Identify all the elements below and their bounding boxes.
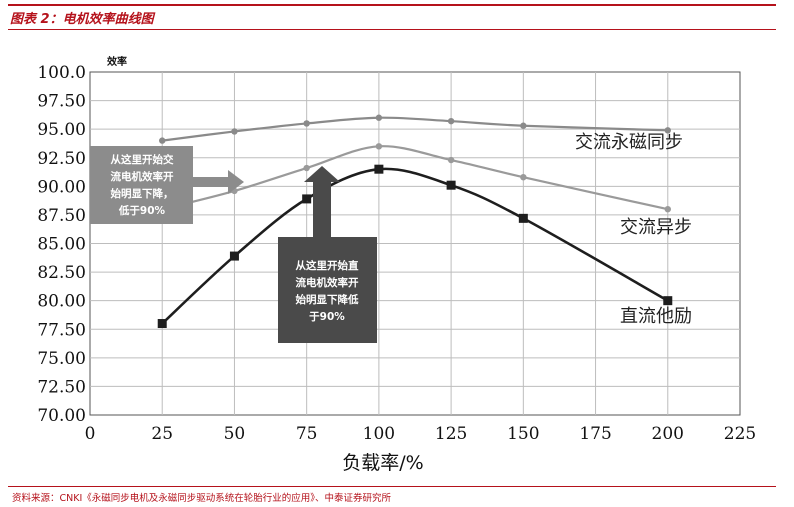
x-tick-label: 125 [435, 424, 467, 444]
series-group [157, 114, 673, 329]
series-point-2 [229, 251, 239, 261]
series-point-1 [447, 156, 455, 164]
top-rule [8, 4, 776, 6]
series-point-0 [231, 128, 238, 135]
figure-caption: 图表 2：电机效率曲线图 [10, 12, 154, 27]
series-label-ac-pm: 交流永磁同步 [575, 132, 683, 153]
y-tick-label: 77.50 [37, 320, 86, 340]
series-point-0 [664, 127, 671, 134]
y-tick-label: 82.50 [37, 263, 86, 283]
series-label-ac-async: 交流异步 [620, 217, 692, 238]
caption-rule [8, 29, 776, 30]
series-point-1 [303, 164, 310, 172]
y-tick-label: 97.50 [37, 92, 86, 112]
source-note: 资料来源：CNKI《永磁同步电机及永磁同步驱动系统在轮胎行业的应用》、中泰证券研… [12, 493, 392, 504]
series-point-1 [664, 206, 671, 213]
annotation-dc-line-4: 于90% [309, 311, 345, 323]
footer-rule [8, 486, 776, 487]
y-tick-label: 95.00 [37, 120, 86, 140]
x-tick-label: 150 [507, 424, 539, 444]
y-tick-label: 80.00 [37, 292, 86, 312]
y-tick-label: 100.0 [37, 63, 86, 83]
series-point-2 [302, 194, 312, 204]
series-point-2 [446, 180, 456, 190]
annotation-dc-line-3: 始明显下降低 [296, 293, 359, 306]
series-point-2 [157, 319, 167, 329]
annotation-dc-arrow [304, 166, 340, 237]
series-point-0 [159, 137, 166, 144]
series-point-1 [520, 173, 527, 181]
x-tick-label: 200 [652, 424, 684, 444]
x-tick-label: 0 [85, 424, 96, 444]
y-tick-label: 72.50 [37, 377, 86, 397]
series-point-0 [375, 114, 383, 121]
annotation-ac-line-2: 流电机效率开 [111, 170, 174, 183]
series-label-dc: 直流他励 [620, 306, 692, 327]
y-tick-label: 92.50 [37, 149, 86, 169]
series-point-0 [303, 120, 310, 127]
y-tick-label: 90.00 [37, 177, 86, 197]
x-tick-label: 225 [724, 424, 756, 444]
y-tick-labels: 70.00 72.50 75.00 77.50 80.00 82.50 85.00 87.50… [37, 63, 86, 426]
x-tick-labels: 0 25 50 75 100 125 150 175 200 225 [85, 424, 757, 444]
x-tick-label: 175 [579, 424, 611, 444]
annotation-ac-line-1: 从这里开始交 [111, 153, 174, 166]
annotation-dc-line-2: 流电机效率开 [296, 276, 359, 289]
x-tick-label: 100 [363, 424, 395, 444]
y-tick-label: 70.00 [37, 406, 86, 426]
y-tick-label: 85.00 [37, 235, 86, 255]
annotation-dc-box [278, 237, 377, 343]
series-point-2 [663, 296, 673, 306]
x-axis-title: 负载率/% [342, 452, 423, 474]
series-point-2 [374, 164, 384, 174]
y-tick-label: 87.50 [37, 206, 86, 226]
y-axis-title: 效率 [107, 55, 127, 68]
annotation-ac-line-4: 低于90% [118, 204, 166, 217]
x-tick-label: 25 [151, 424, 173, 444]
series-point-0 [447, 117, 455, 125]
annotation-ac-box [90, 146, 193, 224]
annotation-dc-line-1: 从这里开始直 [296, 259, 359, 272]
x-tick-label: 75 [296, 424, 318, 444]
annotation-ac: 从这里开始交 流电机效率开 始明显下降， 低于90% [90, 146, 244, 224]
series-point-0 [520, 122, 527, 129]
series-point-1 [375, 143, 383, 150]
annotation-ac-arrow [193, 170, 244, 194]
annotation-ac-line-3: 始明显下降， [111, 187, 174, 200]
series-point-2 [518, 213, 528, 223]
y-tick-label: 75.00 [37, 349, 86, 369]
annotation-dc: 从这里开始直 流电机效率开 始明显下降低 于90% [278, 166, 377, 343]
x-tick-label: 50 [224, 424, 246, 444]
